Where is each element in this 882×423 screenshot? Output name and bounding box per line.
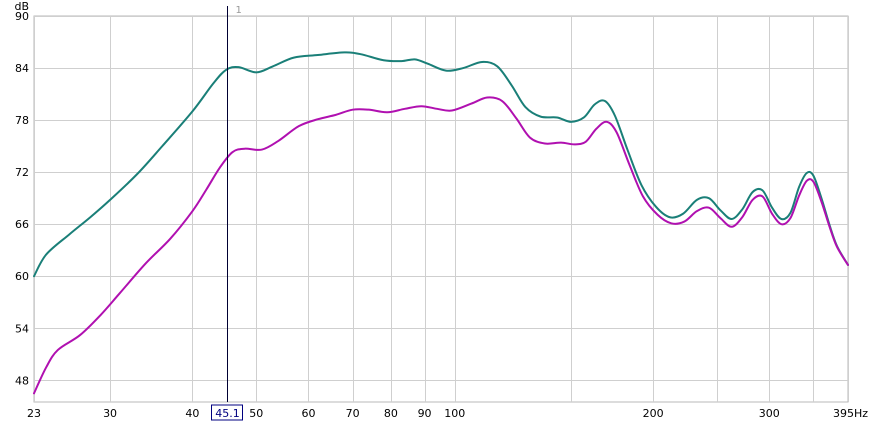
cursor-layer[interactable]: 145.1 [211, 5, 243, 421]
y-tick-label: 72 [15, 166, 29, 179]
y-tick-label: 66 [15, 218, 29, 231]
cursor-value-label: 45.1 [215, 407, 240, 420]
y-tick-label: 48 [15, 374, 29, 387]
grid-layer [33, 15, 849, 403]
x-tick-label: 30 [103, 407, 117, 420]
y-tick-label: 78 [15, 114, 29, 127]
x-tick-label: 395Hz [833, 407, 868, 420]
x-tick-label: 40 [185, 407, 199, 420]
y-tick-label: 54 [15, 322, 29, 335]
y-tick-label: 90 [15, 10, 29, 23]
cursor-marker-number: 1 [236, 5, 242, 16]
x-tick-label: 23 [27, 407, 41, 420]
x-tick-label: 70 [346, 407, 360, 420]
plot-frame [33, 15, 849, 403]
y-axis-label: dB [14, 0, 29, 13]
x-tick-label: 90 [418, 407, 432, 420]
x-tick-label: 60 [301, 407, 315, 420]
axis-layer: 23 30 40 50 60 70 80 90 100 200 300 395Hz 48 54 60 66 72… [14, 0, 868, 420]
y-tick-label: 84 [15, 62, 29, 75]
series-line-2 [33, 96, 849, 395]
x-tick-label: 100 [444, 407, 465, 420]
cursor-value-box[interactable] [211, 404, 243, 421]
x-tick-label: 200 [643, 407, 664, 420]
y-tick-label: 60 [15, 270, 29, 283]
x-tick-label: 50 [249, 407, 263, 420]
x-tick-label: 300 [759, 407, 780, 420]
x-tick-label: 80 [384, 407, 398, 420]
